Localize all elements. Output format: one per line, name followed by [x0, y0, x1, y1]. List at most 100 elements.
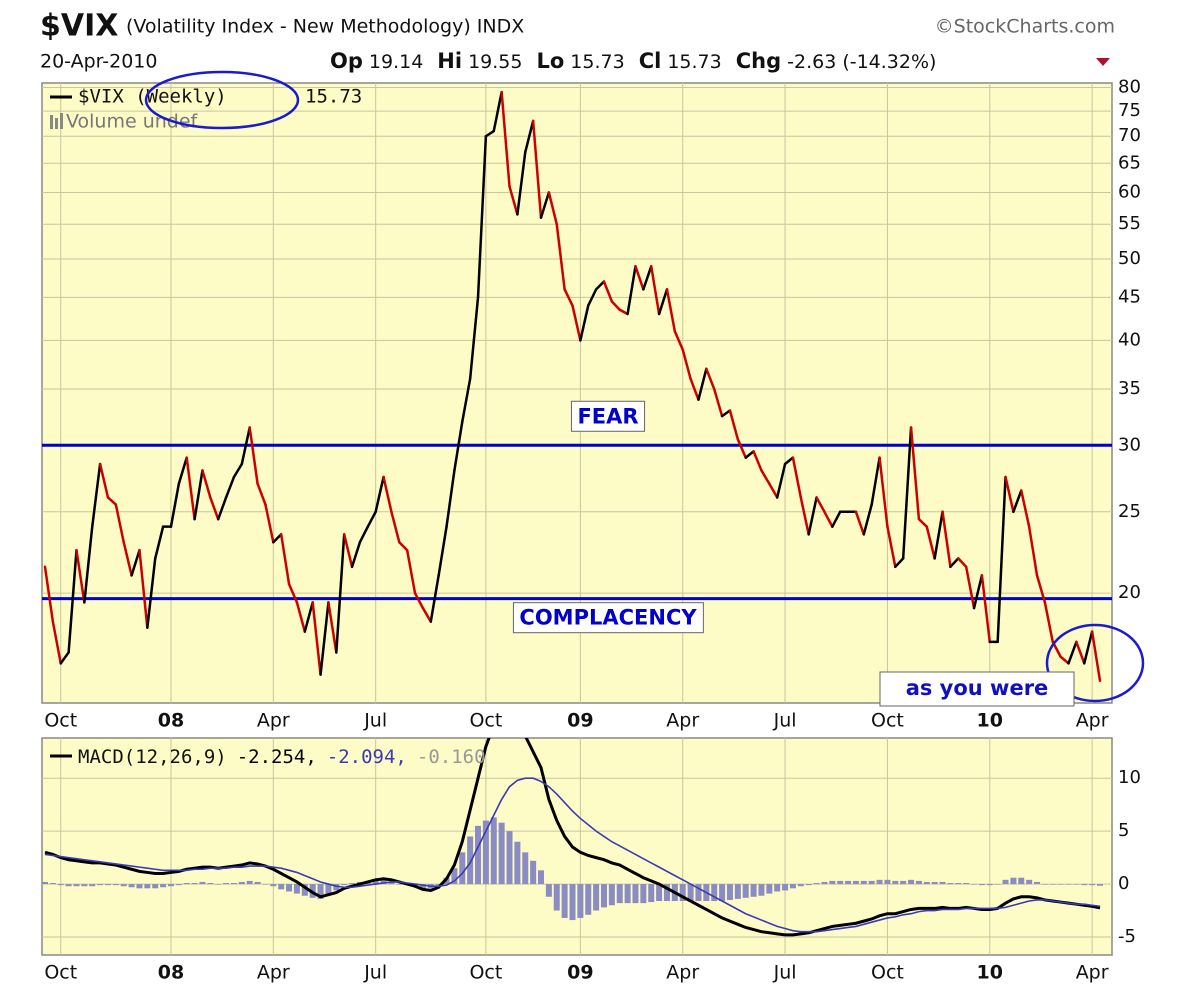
histogram-bar [286, 884, 293, 892]
price-segment [933, 510, 944, 560]
histogram-bar [994, 884, 1001, 885]
x-tick-label: 08 [158, 710, 184, 732]
histogram-bar [144, 884, 151, 889]
price-segment [138, 548, 149, 629]
price-segment [563, 288, 574, 307]
histogram-bar [829, 880, 836, 885]
y-tick-label: 5 [1118, 820, 1129, 841]
price-segment [862, 503, 873, 536]
histogram-bar [372, 879, 379, 885]
histogram-bar [789, 884, 796, 889]
histogram-bar [183, 883, 190, 885]
price-segment [303, 601, 314, 633]
histogram-bar [1026, 879, 1033, 885]
histogram-bar [758, 884, 765, 896]
price-segment [169, 482, 181, 528]
histogram-bar [482, 820, 489, 885]
histogram-bar [1018, 877, 1025, 885]
price-segment [382, 475, 393, 514]
histogram-bar [81, 884, 88, 887]
histogram-bar [1034, 881, 1041, 885]
histogram-bar [538, 870, 545, 885]
price-segment [720, 409, 732, 418]
price-segment [500, 90, 511, 188]
price-segment [335, 533, 346, 654]
y-tick-label: 30 [1118, 434, 1141, 455]
price-segment [114, 503, 125, 544]
price-segment [728, 409, 740, 441]
price-segment [807, 496, 818, 536]
price-segment [1083, 630, 1094, 665]
histogram-bar [750, 884, 757, 897]
histogram-bar [1089, 884, 1096, 886]
quote-value: 19.14 [369, 51, 423, 73]
histogram-bar [1073, 884, 1080, 885]
histogram-bar [238, 881, 245, 885]
histogram-bar [301, 884, 308, 896]
histogram-bar [742, 884, 749, 898]
price-segment [901, 426, 913, 560]
x-tick-label: Oct [469, 710, 502, 732]
histogram-bar [1065, 884, 1072, 885]
price-segment [67, 548, 78, 654]
histogram-bar [388, 881, 395, 885]
symbol-title: $VIX [40, 9, 118, 44]
histogram-bar [1002, 879, 1009, 885]
legend-label: $VIX (Weekly) [78, 86, 227, 108]
price-segment [319, 601, 330, 676]
histogram-bar [270, 884, 277, 887]
price-segment [634, 265, 645, 291]
legend-last: 15.73 [305, 86, 362, 108]
histogram-bar [593, 884, 600, 911]
histogram-bar [608, 884, 615, 906]
price-segment [610, 300, 621, 312]
price-segment [350, 540, 362, 569]
price-segment [689, 377, 700, 401]
price-segment [964, 565, 976, 610]
price-segment [272, 533, 283, 544]
x-tick-label: Oct [469, 962, 502, 984]
histogram-bar [978, 884, 985, 886]
price-segment [295, 601, 307, 633]
x-tick-label: Apr [1076, 962, 1109, 984]
histogram-bar [821, 881, 828, 885]
histogram-bar [845, 880, 852, 885]
y-tick-label: 65 [1118, 152, 1141, 173]
macd-series [42, 738, 1103, 937]
reference-label-box [512, 602, 704, 634]
histogram-bar [923, 881, 930, 885]
histogram-bar [679, 884, 686, 902]
price-segment [657, 288, 669, 316]
highlight-circle [1045, 623, 1145, 703]
x-tick-label: Jul [773, 962, 797, 984]
histogram-bar [545, 884, 552, 897]
histogram-bar [734, 884, 741, 899]
histogram-bar [112, 884, 119, 886]
price-segment [783, 456, 795, 466]
price-segment [374, 475, 385, 514]
histogram-bar [663, 884, 670, 902]
volume-icon [60, 113, 63, 129]
price-segment [996, 475, 1007, 644]
histogram-bar [278, 884, 285, 890]
y-tick-label: 0 [1118, 873, 1129, 894]
price-segment [209, 496, 220, 521]
quote-label: Hi [437, 49, 462, 73]
price-segment [712, 387, 724, 418]
quote-value: 19.55 [468, 51, 522, 73]
histogram-bar [719, 884, 726, 902]
histogram-bar [380, 879, 387, 885]
y-tick-label: 40 [1118, 329, 1141, 350]
legend: $VIX (Weekly) 15.73 Volume undef as you … [50, 70, 1145, 768]
price-segment [1035, 574, 1047, 604]
histogram-bar [585, 884, 592, 915]
price-segment [461, 377, 472, 423]
macd-legend-label: MACD(12,26,9) [78, 746, 227, 768]
price-segment [484, 129, 496, 138]
price-segment [358, 525, 370, 544]
x-tick-label: 10 [977, 710, 1003, 732]
price-segment [980, 574, 992, 644]
price-segment [453, 420, 464, 472]
histogram-bar [160, 884, 167, 888]
price-segment [429, 574, 440, 623]
